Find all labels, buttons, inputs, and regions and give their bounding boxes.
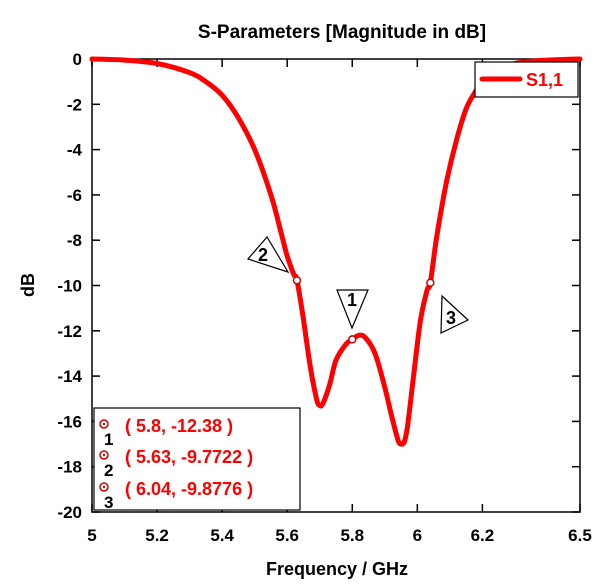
readout-marker-id-3: 3: [104, 493, 113, 512]
y-tick-label: -18: [57, 458, 82, 477]
marker-point-3: [426, 278, 435, 287]
readout-marker-id-1: 1: [104, 430, 113, 449]
marker-point-2: [292, 276, 302, 285]
x-tick-label: 5.2: [145, 526, 169, 545]
readout-value-1: ( 5.8, -12.38 ): [125, 416, 233, 436]
series-line-s11: [89, 56, 583, 447]
readout-marker-dot-1: [102, 422, 106, 426]
x-tick-label: 6: [413, 526, 422, 545]
x-tick-label: 5.8: [340, 526, 364, 545]
marker-point-1: [348, 335, 357, 344]
y-tick-label: 0: [73, 50, 82, 69]
y-tick-label: -10: [57, 277, 82, 296]
x-axis-title: Frequency / GHz: [266, 559, 408, 579]
y-tick-label: -4: [67, 141, 83, 160]
y-axis-title: dB: [18, 273, 38, 297]
readout-marker-icon-3: [99, 482, 109, 492]
chart-title: S-Parameters [Magnitude in dB]: [198, 22, 486, 43]
readout-value-3: ( 6.04, -9.8776 ): [125, 479, 253, 499]
y-tick-label: -20: [57, 503, 82, 522]
readout-marker-icon-1: [99, 419, 109, 429]
marker-callout-3: [440, 294, 470, 334]
y-tick-label: -12: [57, 322, 82, 341]
y-tick-label: -16: [57, 412, 82, 431]
readout-marker-icon-2: [99, 450, 109, 460]
y-tick-label: -14: [57, 367, 82, 386]
y-tick-label: -2: [67, 95, 82, 114]
x-tick-label: 5.6: [275, 526, 299, 545]
plot-area: 5 5.2 5.4 5.6 5.8 6 6.2 6.5 0 -2 -4 -6 -8 -10 -12 -14 -1…: [57, 50, 591, 545]
x-tick-label: 5: [87, 526, 96, 545]
readout-marker-id-2: 2: [104, 461, 113, 480]
y-tick-label: -6: [67, 186, 82, 205]
marker-readout-box: [93, 407, 301, 511]
marker-callout-label-3: 3: [446, 308, 456, 328]
legend-label-s11: S1,1: [526, 70, 563, 90]
marker-callout-1: [336, 289, 369, 330]
marker-callout-label-2: 2: [258, 245, 268, 265]
marker-callout-2: [246, 235, 290, 274]
readout-marker-dot-2: [102, 453, 106, 457]
y-tick-label: -8: [67, 231, 82, 250]
readout-value-2: ( 5.63, -9.7722 ): [125, 447, 253, 467]
x-tick-label: 6.2: [471, 526, 495, 545]
x-tick-label: 6.5: [568, 526, 592, 545]
x-tick-label: 5.4: [210, 526, 234, 545]
readout-marker-dot-3: [102, 485, 106, 489]
marker-callout-label-1: 1: [347, 290, 357, 310]
